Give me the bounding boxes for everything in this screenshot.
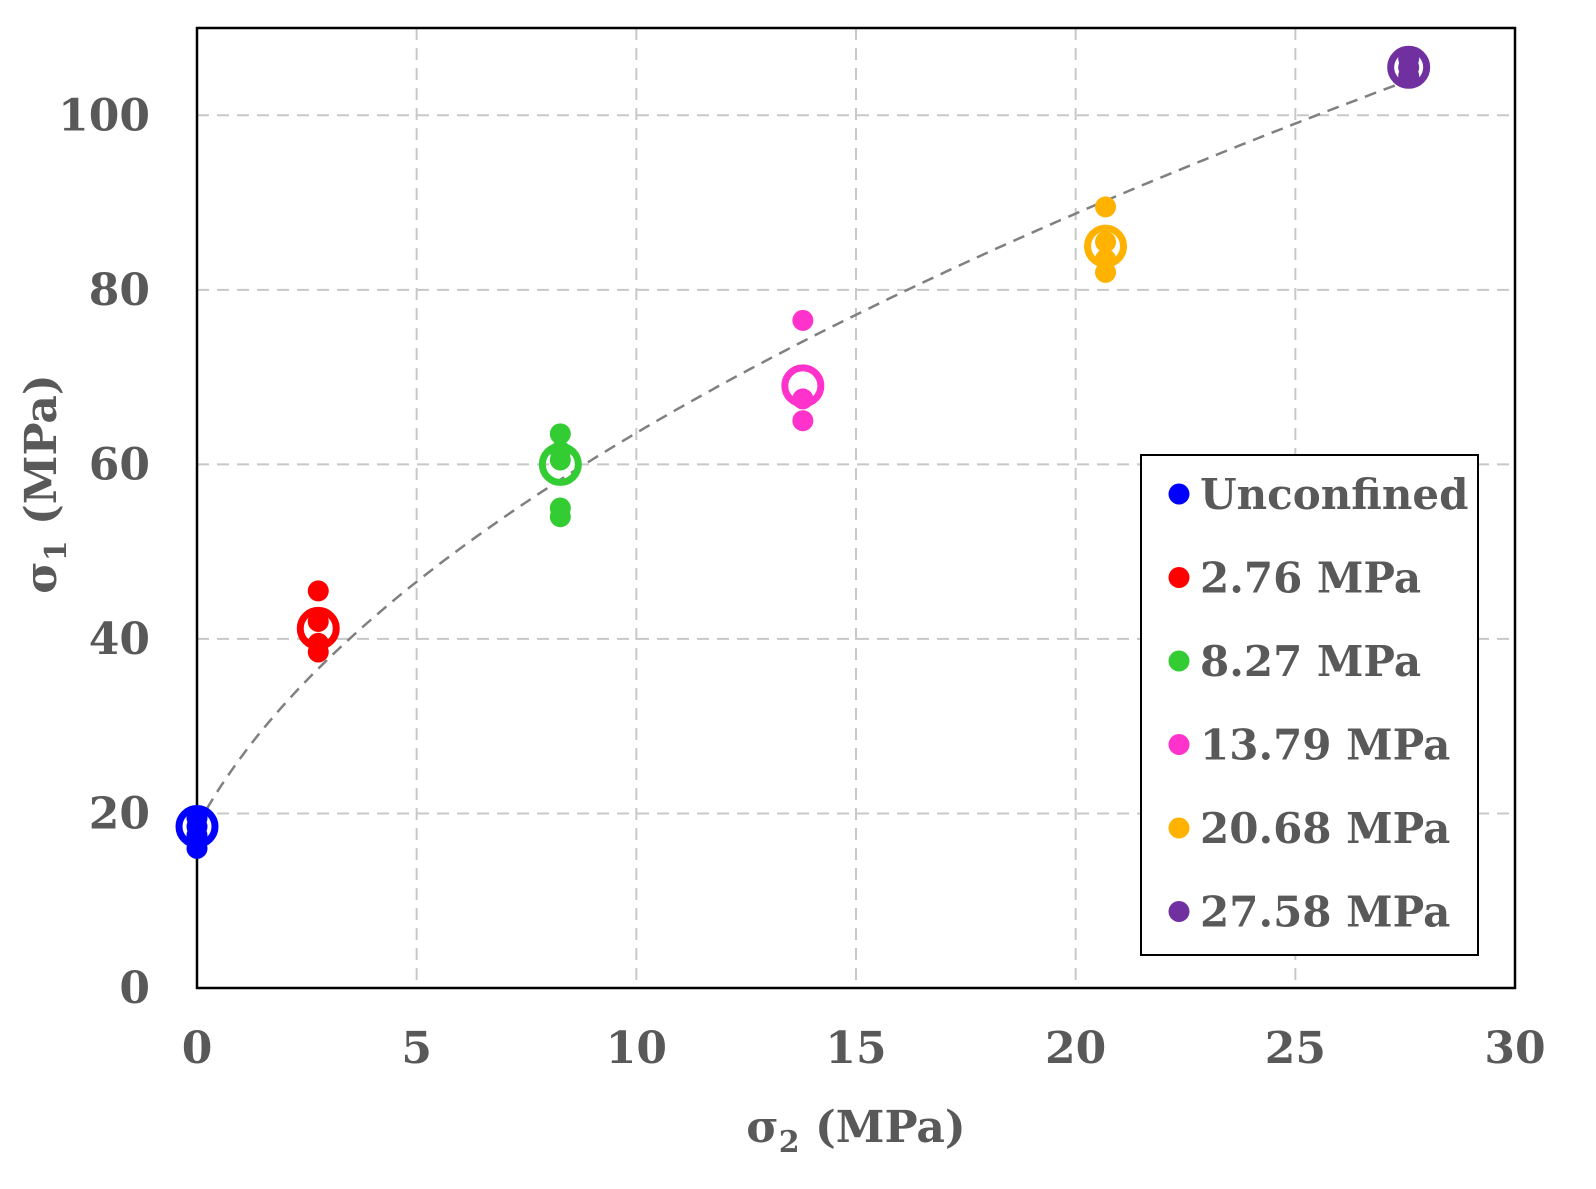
y-tick-label: 40 xyxy=(89,614,150,665)
mean-marker xyxy=(538,442,582,486)
legend-label: 20.68 MPa xyxy=(1200,804,1450,853)
y-axis-label-sub: 1 xyxy=(39,540,74,561)
data-point xyxy=(792,309,814,331)
data-point xyxy=(549,506,571,528)
legend-marker xyxy=(1168,650,1190,672)
x-tick-label: 5 xyxy=(401,1023,432,1074)
data-points xyxy=(175,45,1431,859)
legend-label: 13.79 MPa xyxy=(1200,721,1450,770)
mean-marker xyxy=(1387,45,1431,89)
mean-marker xyxy=(1084,224,1128,268)
data-point xyxy=(307,610,329,632)
x-tick-labels: 0 5 10 15 20 25 30 xyxy=(182,1023,1546,1074)
x-tick-label: 15 xyxy=(825,1023,886,1074)
x-tick-label: 10 xyxy=(606,1023,667,1074)
fit-curve xyxy=(195,79,1410,828)
legend-marker xyxy=(1168,567,1190,588)
x-tick-label: 25 xyxy=(1265,1023,1326,1074)
x-axis-label-rest: (MPa) xyxy=(800,1102,966,1153)
y-tick-label: 60 xyxy=(89,439,150,490)
data-point xyxy=(549,449,571,471)
y-axis-label-rest: (MPa) xyxy=(16,374,67,540)
data-point xyxy=(1095,261,1117,283)
legend-box xyxy=(1140,454,1479,956)
plot-frame xyxy=(195,26,1517,990)
data-point xyxy=(549,423,571,445)
x-axis-label-main: σ xyxy=(746,1102,778,1153)
x-axis-label: σ2 (MPa) xyxy=(746,1102,965,1160)
mean-marker xyxy=(781,364,825,408)
y-tick-label: 80 xyxy=(89,265,150,316)
data-point xyxy=(1095,196,1117,218)
legend-marker xyxy=(1168,734,1190,755)
x-axis-label-sub: 2 xyxy=(779,1125,800,1160)
data-point xyxy=(792,410,814,432)
y-axis-label: σ1 (MPa) xyxy=(16,374,74,593)
legend-marker xyxy=(1168,817,1190,839)
y-tick-labels: 0 20 40 60 80 100 xyxy=(58,90,150,1014)
mean-marker xyxy=(296,606,340,650)
x-tick-label: 30 xyxy=(1484,1023,1545,1074)
legend-label: 27.58 MPa xyxy=(1200,888,1450,937)
x-tick-label: 0 xyxy=(182,1023,213,1074)
data-point xyxy=(307,580,329,602)
legend-label: 8.27 MPa xyxy=(1200,637,1421,686)
y-tick-label: 100 xyxy=(58,90,150,141)
data-point xyxy=(1095,231,1117,253)
legend-marker xyxy=(1168,901,1190,922)
x-tick-label: 20 xyxy=(1045,1023,1106,1074)
y-tick-label: 0 xyxy=(119,963,150,1014)
legend-label: 2.76 MPa xyxy=(1200,554,1421,603)
fit-curve-group xyxy=(195,79,1410,828)
y-axis-label-main: σ xyxy=(16,561,67,593)
legend: Unconfined 2.76 MPa 8.27 MPa 13.79 MPa 20.68… xyxy=(1140,454,1479,956)
legend-label: Unconfined xyxy=(1200,470,1468,519)
legend-marker xyxy=(1168,483,1190,505)
mean-marker xyxy=(175,805,219,849)
y-tick-label: 20 xyxy=(89,788,150,839)
